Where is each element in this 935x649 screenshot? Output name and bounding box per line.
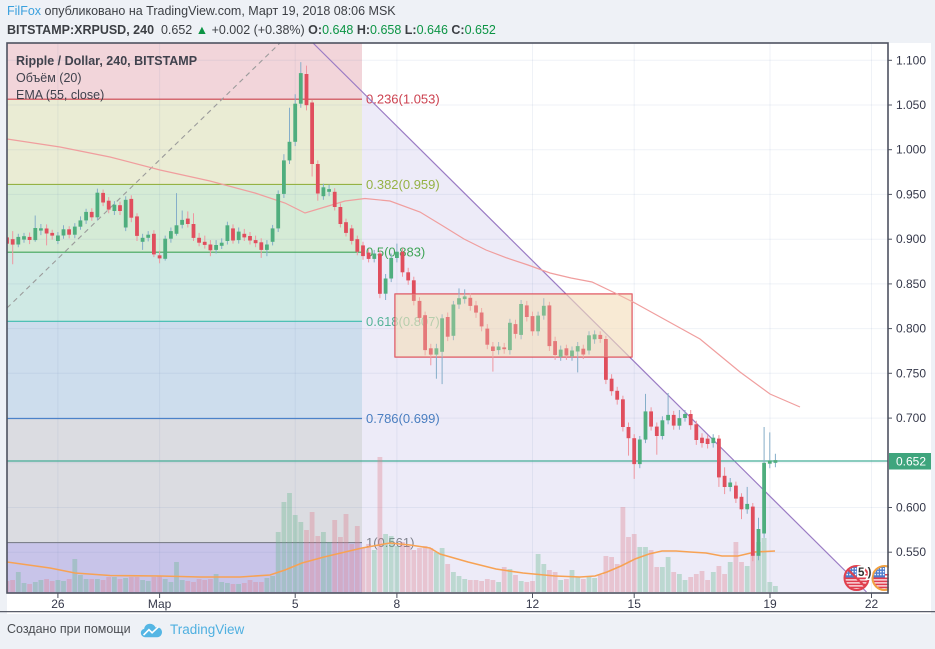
svg-text:EMA (55, close): EMA (55, close) xyxy=(16,88,104,102)
svg-text:0.800: 0.800 xyxy=(896,322,926,336)
svg-text:22: 22 xyxy=(865,597,879,611)
svg-text:0.700: 0.700 xyxy=(896,411,926,425)
svg-text:1.000: 1.000 xyxy=(896,143,926,157)
svg-text:Объём (20): Объём (20) xyxy=(16,71,82,85)
svg-text:0.750: 0.750 xyxy=(896,366,926,380)
svg-text:26: 26 xyxy=(51,597,65,611)
svg-text:0.786(0.699): 0.786(0.699) xyxy=(366,411,440,426)
svg-text:0.900: 0.900 xyxy=(896,232,926,246)
svg-text:0.236(1.053): 0.236(1.053) xyxy=(366,92,440,107)
svg-text:5: 5 xyxy=(292,597,299,611)
svg-text:0.950: 0.950 xyxy=(896,187,926,201)
svg-text:1.100: 1.100 xyxy=(896,53,926,67)
svg-text:0.850: 0.850 xyxy=(896,277,926,291)
svg-text:0.550: 0.550 xyxy=(896,545,926,559)
svg-text:8: 8 xyxy=(394,597,401,611)
svg-text:5 ): 5 ) xyxy=(858,567,872,579)
svg-text:Ripple / Dollar, 240, BITSTAMP: Ripple / Dollar, 240, BITSTAMP xyxy=(16,54,197,68)
svg-text:1.050: 1.050 xyxy=(896,98,926,112)
svg-text:0.600: 0.600 xyxy=(896,501,926,515)
svg-text:Мар: Мар xyxy=(148,597,172,611)
svg-text:12: 12 xyxy=(526,597,540,611)
svg-text:15: 15 xyxy=(628,597,642,611)
svg-text:19: 19 xyxy=(763,597,777,611)
svg-text:0.652: 0.652 xyxy=(896,455,926,469)
svg-text:0.382(0.959): 0.382(0.959) xyxy=(366,177,440,192)
